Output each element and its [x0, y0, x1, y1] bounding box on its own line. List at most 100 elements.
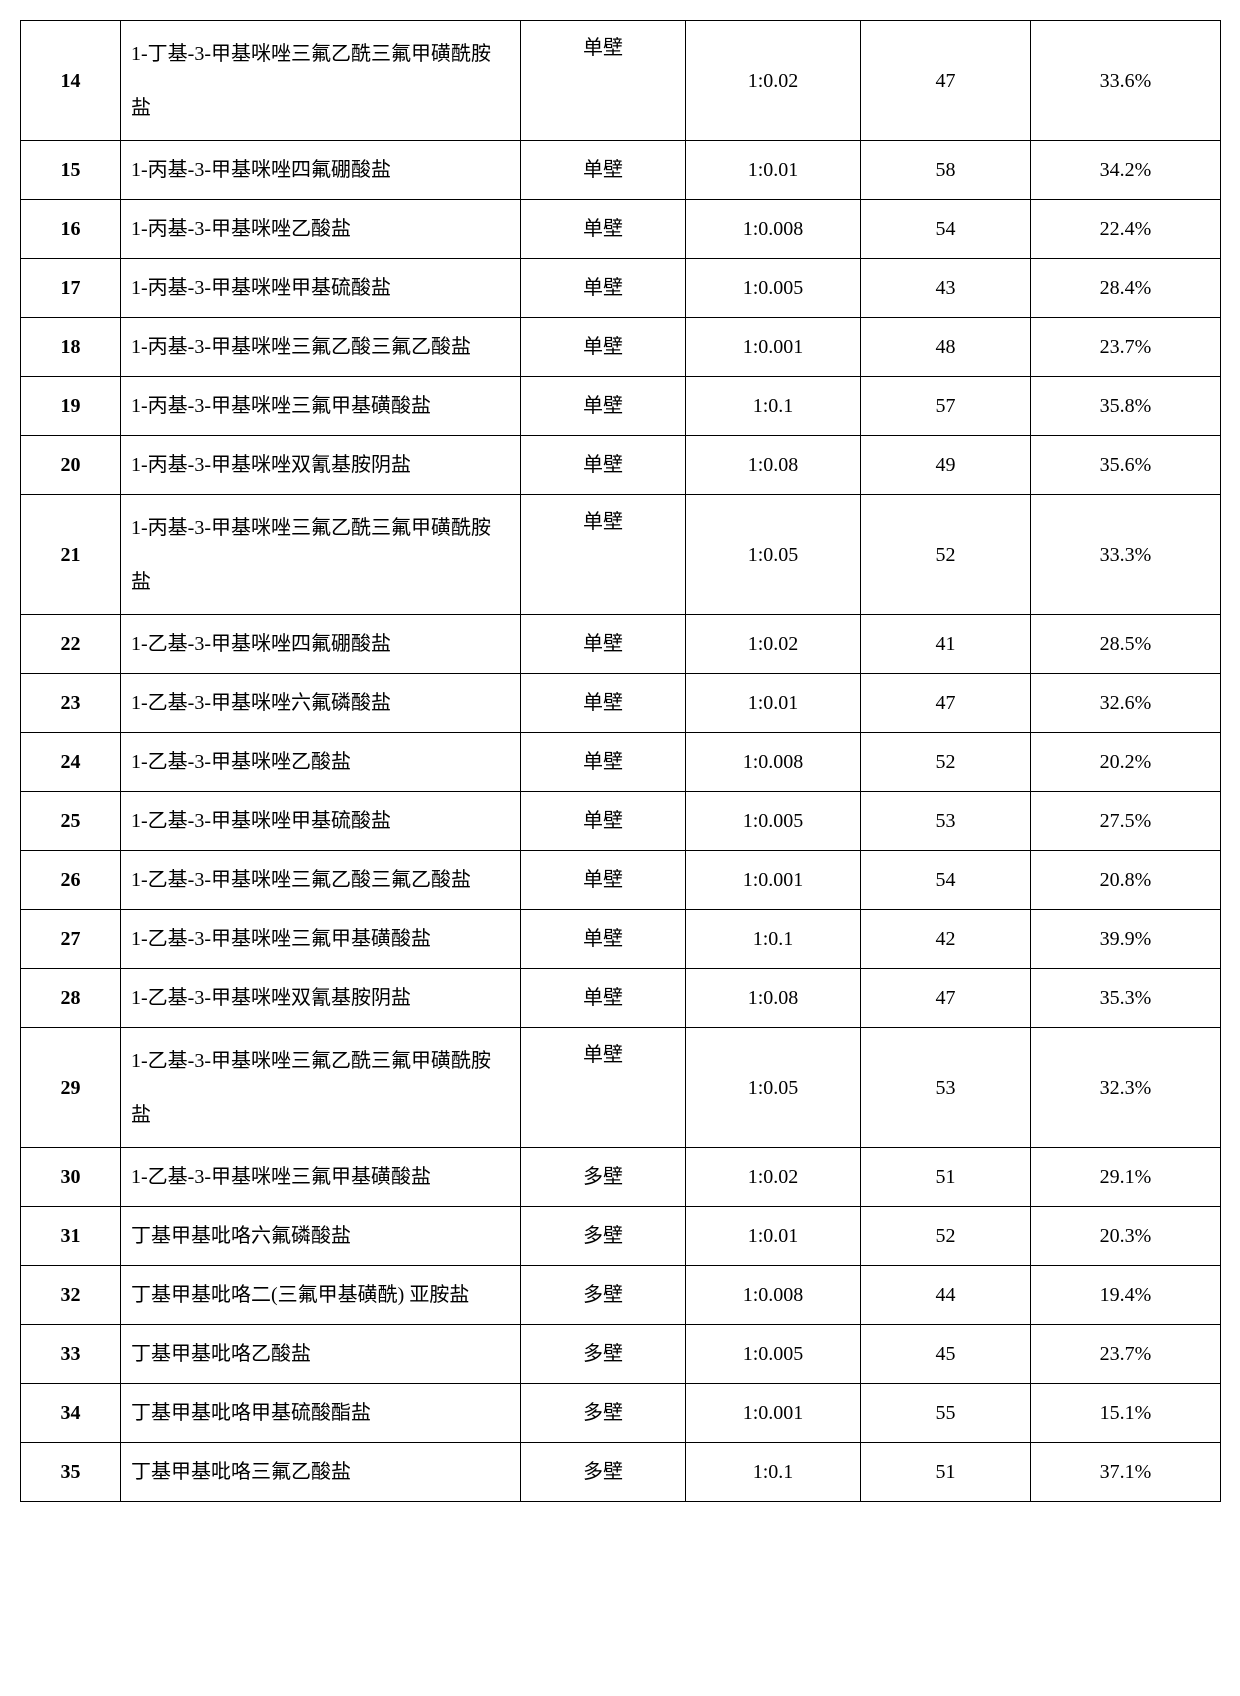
numeric-value: 47: [861, 21, 1031, 141]
numeric-value: 51: [861, 1148, 1031, 1207]
numeric-value: 53: [861, 1028, 1031, 1148]
ratio-value: 1:0.02: [686, 1148, 861, 1207]
numeric-value: 42: [861, 910, 1031, 969]
row-id: 21: [21, 495, 121, 615]
table-row: 271-乙基-3-甲基咪唑三氟甲基磺酸盐单壁1:0.14239.9%: [21, 910, 1221, 969]
wall-type: 单壁: [521, 259, 686, 318]
percent-value: 34.2%: [1031, 141, 1221, 200]
wall-type: 单壁: [521, 318, 686, 377]
compound-name: 丁基甲基吡咯二(三氟甲基磺酰) 亚胺盐: [121, 1266, 521, 1325]
row-id: 32: [21, 1266, 121, 1325]
compound-name: 1-丁基-3-甲基咪唑三氟乙酰三氟甲磺酰胺盐: [121, 21, 521, 141]
compound-name: 1-乙基-3-甲基咪唑三氟甲基磺酸盐: [121, 910, 521, 969]
row-id: 28: [21, 969, 121, 1028]
compound-name: 1-丙基-3-甲基咪唑四氟硼酸盐: [121, 141, 521, 200]
compound-name: 1-乙基-3-甲基咪唑三氟甲基磺酸盐: [121, 1148, 521, 1207]
numeric-value: 48: [861, 318, 1031, 377]
percent-value: 35.8%: [1031, 377, 1221, 436]
table-row: 33丁基甲基吡咯乙酸盐多壁1:0.0054523.7%: [21, 1325, 1221, 1384]
table-row: 181-丙基-3-甲基咪唑三氟乙酸三氟乙酸盐单壁1:0.0014823.7%: [21, 318, 1221, 377]
table-row: 171-丙基-3-甲基咪唑甲基硫酸盐单壁1:0.0054328.4%: [21, 259, 1221, 318]
percent-value: 32.3%: [1031, 1028, 1221, 1148]
percent-value: 39.9%: [1031, 910, 1221, 969]
ratio-value: 1:0.005: [686, 792, 861, 851]
table-row: 32丁基甲基吡咯二(三氟甲基磺酰) 亚胺盐多壁1:0.0084419.4%: [21, 1266, 1221, 1325]
table-row: 201-丙基-3-甲基咪唑双氰基胺阴盐单壁1:0.084935.6%: [21, 436, 1221, 495]
compound-name: 丁基甲基吡咯乙酸盐: [121, 1325, 521, 1384]
wall-type: 单壁: [521, 495, 686, 615]
table-row: 261-乙基-3-甲基咪唑三氟乙酸三氟乙酸盐单壁1:0.0015420.8%: [21, 851, 1221, 910]
ratio-value: 1:0.008: [686, 1266, 861, 1325]
ratio-value: 1:0.1: [686, 377, 861, 436]
ratio-value: 1:0.008: [686, 200, 861, 259]
table-row: 241-乙基-3-甲基咪唑乙酸盐单壁1:0.0085220.2%: [21, 733, 1221, 792]
ratio-value: 1:0.001: [686, 318, 861, 377]
ratio-value: 1:0.008: [686, 733, 861, 792]
ratio-value: 1:0.05: [686, 495, 861, 615]
compound-name: 丁基甲基吡咯六氟磷酸盐: [121, 1207, 521, 1266]
percent-value: 27.5%: [1031, 792, 1221, 851]
table-row: 191-丙基-3-甲基咪唑三氟甲基磺酸盐单壁1:0.15735.8%: [21, 377, 1221, 436]
row-id: 23: [21, 674, 121, 733]
numeric-value: 49: [861, 436, 1031, 495]
wall-type: 单壁: [521, 200, 686, 259]
compound-name: 1-乙基-3-甲基咪唑三氟乙酰三氟甲磺酰胺盐: [121, 1028, 521, 1148]
row-id: 35: [21, 1443, 121, 1502]
compound-name: 1-乙基-3-甲基咪唑六氟磷酸盐: [121, 674, 521, 733]
percent-value: 23.7%: [1031, 318, 1221, 377]
wall-type: 单壁: [521, 733, 686, 792]
numeric-value: 41: [861, 615, 1031, 674]
numeric-value: 54: [861, 851, 1031, 910]
table-row: 281-乙基-3-甲基咪唑双氰基胺阴盐单壁1:0.084735.3%: [21, 969, 1221, 1028]
numeric-value: 51: [861, 1443, 1031, 1502]
row-id: 16: [21, 200, 121, 259]
compound-name: 1-丙基-3-甲基咪唑三氟甲基磺酸盐: [121, 377, 521, 436]
percent-value: 37.1%: [1031, 1443, 1221, 1502]
table-row: 35丁基甲基吡咯三氟乙酸盐多壁1:0.15137.1%: [21, 1443, 1221, 1502]
table-row: 34丁基甲基吡咯甲基硫酸酯盐多壁1:0.0015515.1%: [21, 1384, 1221, 1443]
wall-type: 单壁: [521, 969, 686, 1028]
table-row: 151-丙基-3-甲基咪唑四氟硼酸盐单壁1:0.015834.2%: [21, 141, 1221, 200]
numeric-value: 55: [861, 1384, 1031, 1443]
row-id: 19: [21, 377, 121, 436]
row-id: 17: [21, 259, 121, 318]
percent-value: 28.4%: [1031, 259, 1221, 318]
row-id: 34: [21, 1384, 121, 1443]
ratio-value: 1:0.02: [686, 21, 861, 141]
row-id: 33: [21, 1325, 121, 1384]
ratio-value: 1:0.05: [686, 1028, 861, 1148]
row-id: 25: [21, 792, 121, 851]
wall-type: 多壁: [521, 1384, 686, 1443]
table-row: 211-丙基-3-甲基咪唑三氟乙酰三氟甲磺酰胺盐单壁1:0.055233.3%: [21, 495, 1221, 615]
ratio-value: 1:0.08: [686, 436, 861, 495]
wall-type: 多壁: [521, 1207, 686, 1266]
compound-name: 1-丙基-3-甲基咪唑双氰基胺阴盐: [121, 436, 521, 495]
percent-value: 33.3%: [1031, 495, 1221, 615]
percent-value: 35.6%: [1031, 436, 1221, 495]
numeric-value: 43: [861, 259, 1031, 318]
row-id: 14: [21, 21, 121, 141]
wall-type: 单壁: [521, 141, 686, 200]
ratio-value: 1:0.08: [686, 969, 861, 1028]
row-id: 15: [21, 141, 121, 200]
wall-type: 单壁: [521, 377, 686, 436]
wall-type: 单壁: [521, 21, 686, 141]
wall-type: 多壁: [521, 1266, 686, 1325]
numeric-value: 52: [861, 733, 1031, 792]
compound-name: 1-乙基-3-甲基咪唑甲基硫酸盐: [121, 792, 521, 851]
wall-type: 单壁: [521, 910, 686, 969]
row-id: 18: [21, 318, 121, 377]
table-row: 251-乙基-3-甲基咪唑甲基硫酸盐单壁1:0.0055327.5%: [21, 792, 1221, 851]
wall-type: 单壁: [521, 436, 686, 495]
ratio-value: 1:0.01: [686, 1207, 861, 1266]
ratio-value: 1:0.001: [686, 1384, 861, 1443]
table-row: 231-乙基-3-甲基咪唑六氟磷酸盐单壁1:0.014732.6%: [21, 674, 1221, 733]
row-id: 20: [21, 436, 121, 495]
percent-value: 22.4%: [1031, 200, 1221, 259]
row-id: 27: [21, 910, 121, 969]
table-row: 161-丙基-3-甲基咪唑乙酸盐单壁1:0.0085422.4%: [21, 200, 1221, 259]
percent-value: 20.2%: [1031, 733, 1221, 792]
percent-value: 29.1%: [1031, 1148, 1221, 1207]
wall-type: 单壁: [521, 851, 686, 910]
ratio-value: 1:0.001: [686, 851, 861, 910]
